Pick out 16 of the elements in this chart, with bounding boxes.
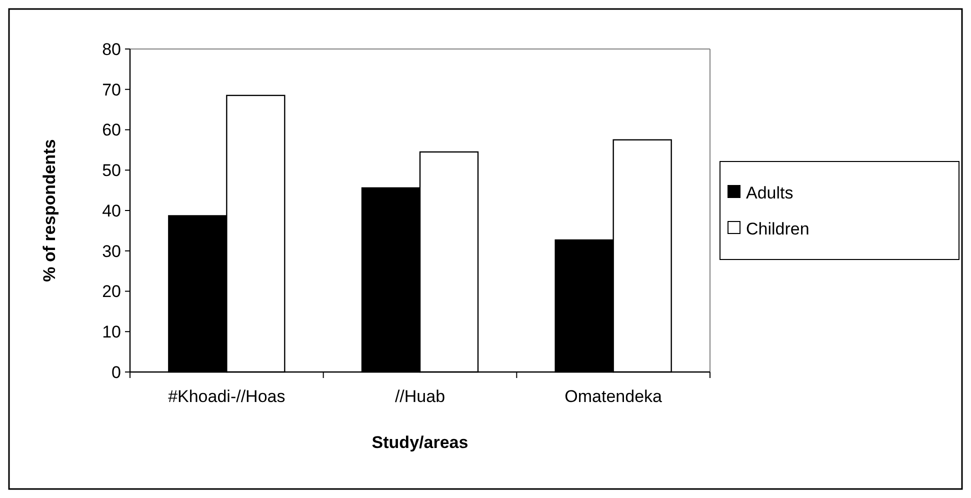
x-tick-label: //Huab [394, 387, 446, 406]
y-tick-label: 40 [102, 201, 121, 220]
x-tick-label: Omatendeka [564, 387, 663, 406]
y-tick-label: 60 [102, 120, 121, 140]
y-tick-label: 70 [102, 80, 121, 100]
y-tick-label: 10 [102, 322, 121, 342]
x-axis-title: Study/areas [372, 433, 468, 452]
y-tick-label: 30 [102, 242, 121, 261]
legend-label: Children [746, 219, 810, 238]
legend-label: Adults [746, 183, 794, 202]
y-axis-title: % of respondents [40, 139, 59, 282]
y-tick-label: 20 [102, 282, 121, 302]
x-tick-label: #Khoadi-//Hoas [168, 387, 286, 406]
y-tick-label: 50 [102, 161, 121, 180]
y-tick-label: 0 [112, 362, 121, 382]
y-tick-label: 80 [102, 40, 121, 59]
